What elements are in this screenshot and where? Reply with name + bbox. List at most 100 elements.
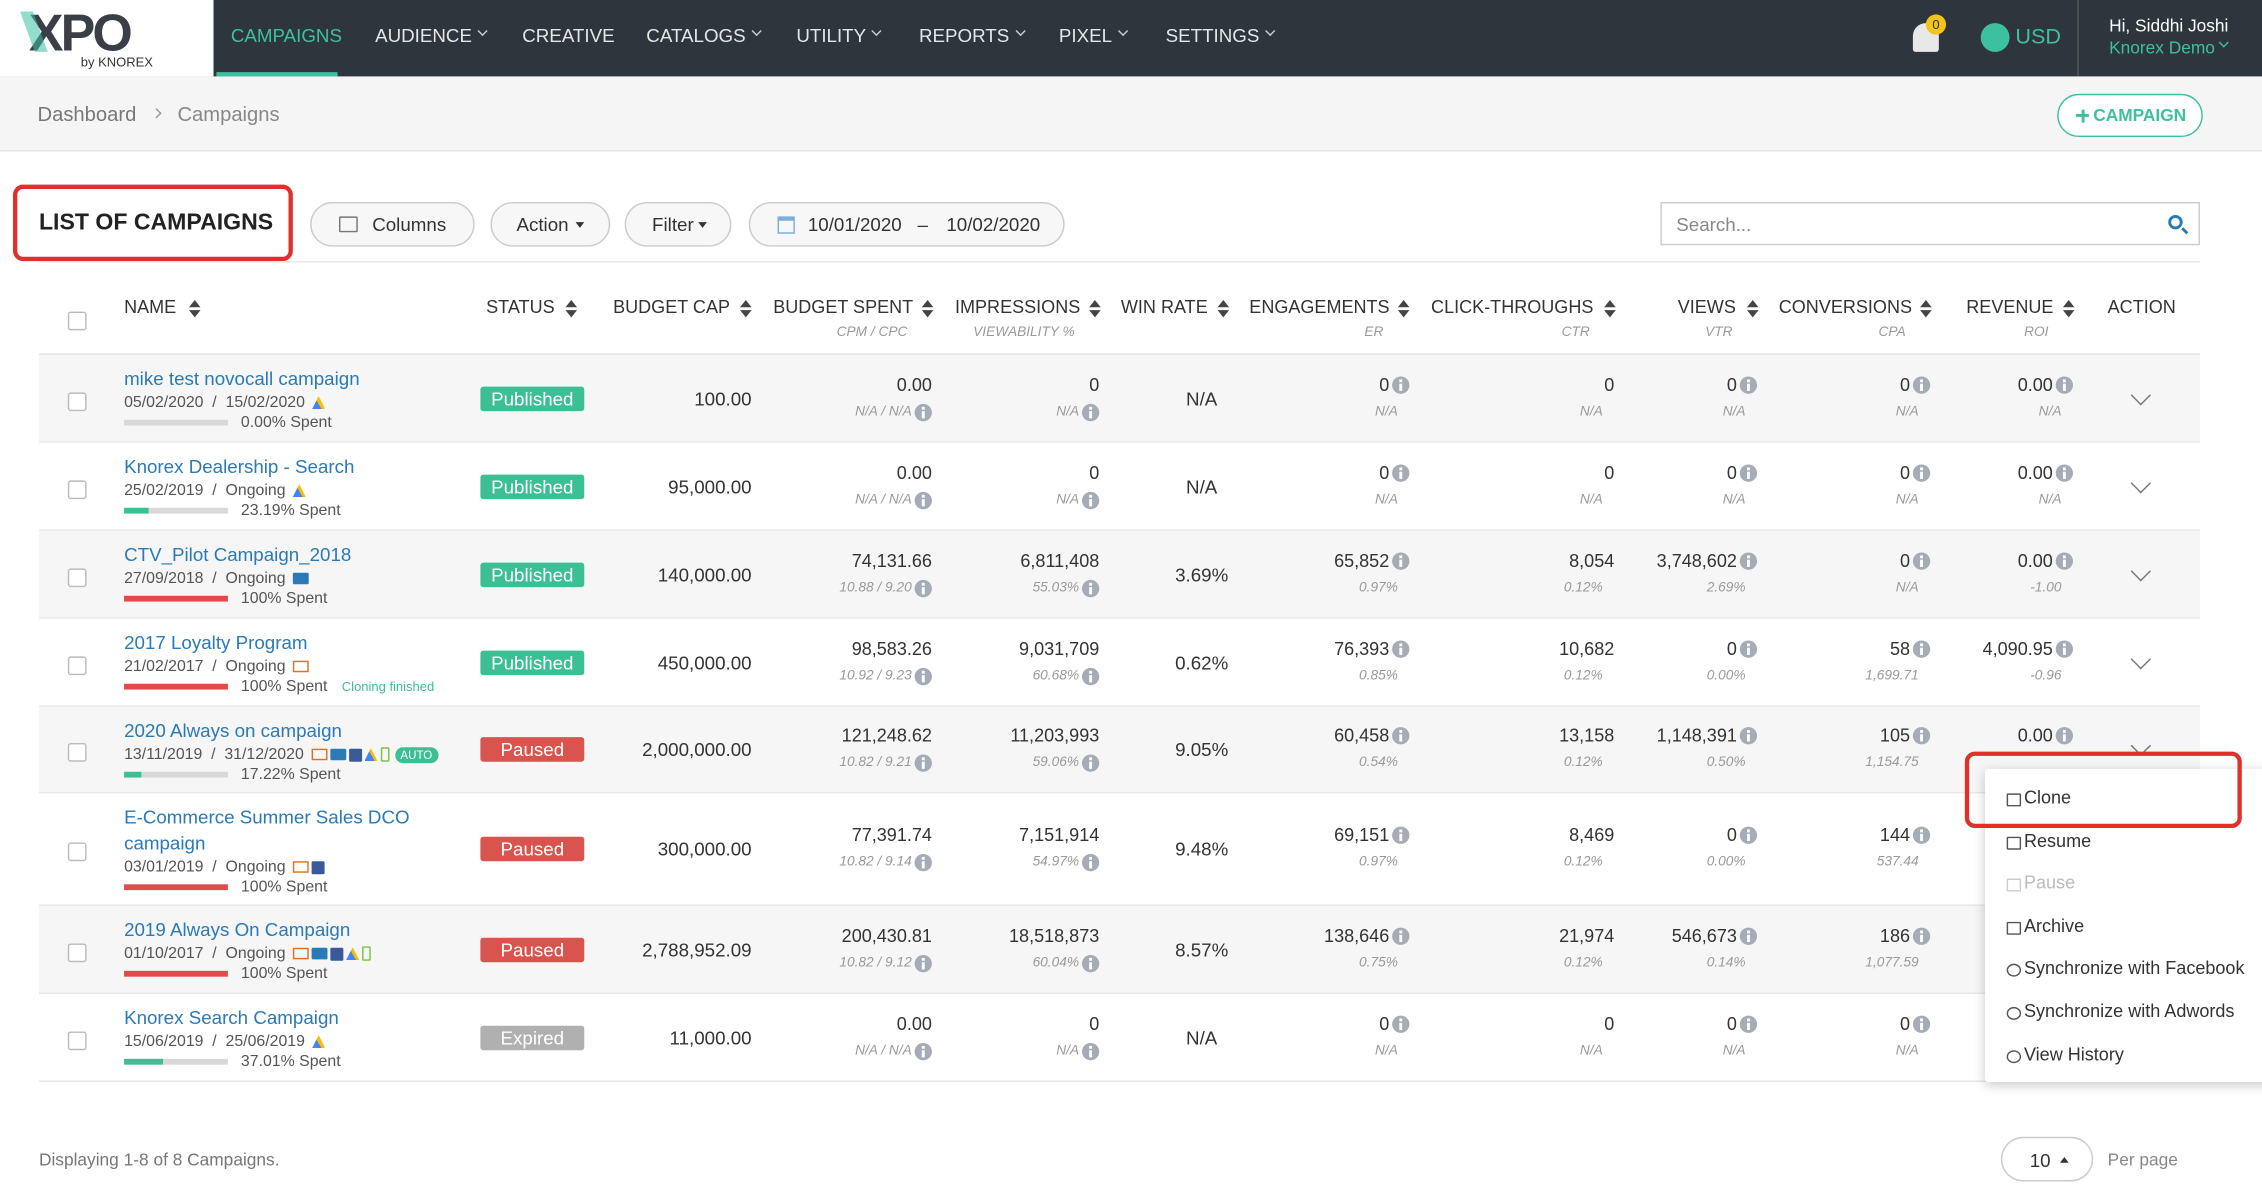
info-icon[interactable] xyxy=(2055,551,2074,570)
campaign-name[interactable]: Knorex Dealership - Search xyxy=(124,455,355,478)
campaign-name[interactable]: E-Commerce Summer Sales DCO campaign xyxy=(124,806,410,855)
action-button[interactable]: Action xyxy=(490,201,611,247)
info-icon[interactable] xyxy=(1739,826,1758,844)
column-header[interactable]: IMPRESSIONS xyxy=(955,297,1081,318)
info-icon[interactable] xyxy=(1081,754,1100,772)
campaign-name[interactable]: CTV_Pilot Campaign_2018 xyxy=(124,543,352,566)
sort-icon[interactable] xyxy=(1604,300,1616,318)
column-header[interactable]: BUDGET SPENT xyxy=(773,297,914,318)
currency[interactable]: USD xyxy=(2015,24,2062,50)
campaign-name[interactable]: 2020 Always on campaign xyxy=(124,719,342,742)
campaign-name[interactable]: 2019 Always On Campaign xyxy=(124,918,351,941)
info-icon[interactable] xyxy=(1739,926,1758,945)
column-header[interactable]: REVENUE xyxy=(1966,297,2054,318)
sort-icon[interactable] xyxy=(1217,300,1230,318)
info-icon[interactable] xyxy=(1739,375,1758,394)
row-checkbox[interactable] xyxy=(67,1030,87,1050)
breadcrumb-item[interactable]: Dashboard xyxy=(37,102,137,126)
info-icon[interactable] xyxy=(1912,1014,1931,1033)
column-header[interactable]: VIEWS xyxy=(1677,297,1736,318)
columns-button[interactable]: Columns xyxy=(310,201,475,247)
info-icon[interactable] xyxy=(914,1042,932,1060)
row-checkbox[interactable] xyxy=(67,391,87,411)
info-icon[interactable] xyxy=(1739,1014,1758,1033)
info-icon[interactable] xyxy=(914,491,932,509)
nav-item[interactable]: AUDIENCE xyxy=(375,24,473,47)
info-icon[interactable] xyxy=(1392,375,1410,394)
info-icon[interactable] xyxy=(1081,667,1100,685)
menu-item[interactable]: Resume xyxy=(2023,830,2092,851)
column-header[interactable]: WIN RATE xyxy=(1120,297,1208,318)
date-range[interactable]: 10/01/2020–10/02/2020 xyxy=(748,201,1065,247)
info-icon[interactable] xyxy=(1392,826,1410,844)
info-icon[interactable] xyxy=(1912,375,1931,394)
info-icon[interactable] xyxy=(1912,639,1931,658)
menu-item[interactable]: Clone xyxy=(2023,787,2072,808)
search-box[interactable]: Search... xyxy=(1660,201,2200,246)
info-icon[interactable] xyxy=(1392,463,1410,482)
info-icon[interactable] xyxy=(2055,727,2074,745)
sort-icon[interactable] xyxy=(740,300,752,318)
info-icon[interactable] xyxy=(914,854,932,872)
campaign-name[interactable]: Knorex Search Campaign xyxy=(124,1006,339,1029)
info-icon[interactable] xyxy=(1392,551,1410,570)
row-checkbox[interactable] xyxy=(67,655,87,675)
row-checkbox[interactable] xyxy=(67,479,87,499)
sort-icon[interactable] xyxy=(1397,300,1410,318)
info-icon[interactable] xyxy=(1739,463,1758,482)
row-checkbox[interactable] xyxy=(67,567,87,587)
row-checkbox[interactable] xyxy=(67,742,87,762)
column-header[interactable]: NAME xyxy=(124,297,177,318)
info-icon[interactable] xyxy=(914,954,932,972)
nav-item[interactable]: SETTINGS xyxy=(1165,24,1260,47)
sort-icon[interactable] xyxy=(565,300,578,318)
info-icon[interactable] xyxy=(2055,375,2074,394)
info-icon[interactable] xyxy=(1081,854,1100,872)
info-icon[interactable] xyxy=(1912,926,1931,945)
menu-item[interactable]: Archive xyxy=(2023,915,2085,936)
campaign-name[interactable]: 2017 Loyalty Program xyxy=(124,631,308,654)
select-all-checkbox[interactable] xyxy=(67,311,87,331)
info-icon[interactable] xyxy=(1392,1014,1410,1033)
info-icon[interactable] xyxy=(1081,491,1100,509)
nav-item[interactable]: CREATIVE xyxy=(522,24,615,47)
info-icon[interactable] xyxy=(914,403,932,421)
account[interactable]: Knorex Demo xyxy=(2109,37,2215,58)
info-icon[interactable] xyxy=(1392,926,1410,945)
nav-item[interactable]: CAMPAIGNS xyxy=(230,24,342,47)
info-icon[interactable] xyxy=(1081,1042,1100,1060)
sort-icon[interactable] xyxy=(1746,300,1759,318)
info-icon[interactable] xyxy=(914,754,932,772)
info-icon[interactable] xyxy=(914,667,932,685)
info-icon[interactable] xyxy=(2055,463,2074,482)
info-icon[interactable] xyxy=(1912,463,1931,482)
nav-item[interactable]: UTILITY xyxy=(796,24,867,47)
column-header[interactable]: STATUS xyxy=(486,297,555,318)
info-icon[interactable] xyxy=(1739,551,1758,570)
per-page-select[interactable]: 10 xyxy=(2000,1136,2094,1182)
info-icon[interactable] xyxy=(1081,954,1100,972)
sort-icon[interactable] xyxy=(188,300,201,318)
info-icon[interactable] xyxy=(1392,727,1410,745)
info-icon[interactable] xyxy=(1739,639,1758,658)
nav-item[interactable]: PIXEL xyxy=(1058,24,1113,47)
info-icon[interactable] xyxy=(1392,639,1410,658)
info-icon[interactable] xyxy=(914,579,932,597)
column-header[interactable]: ENGAGEMENTS xyxy=(1249,297,1390,318)
menu-item[interactable]: Synchronize with Facebook xyxy=(2023,958,2245,979)
info-icon[interactable] xyxy=(1912,826,1931,844)
campaign-name[interactable]: mike test novocall campaign xyxy=(124,367,360,390)
info-icon[interactable] xyxy=(2055,639,2074,658)
row-checkbox[interactable] xyxy=(67,842,87,862)
column-header[interactable]: BUDGET CAP xyxy=(613,297,731,318)
info-icon[interactable] xyxy=(1739,727,1758,745)
nav-item[interactable]: REPORTS xyxy=(918,24,1010,47)
info-icon[interactable] xyxy=(1081,403,1100,421)
menu-item[interactable]: View History xyxy=(2023,1043,2124,1065)
row-checkbox[interactable] xyxy=(67,942,87,962)
sort-icon[interactable] xyxy=(2062,300,2075,318)
nav-item[interactable]: CATALOGS xyxy=(646,24,746,47)
info-icon[interactable] xyxy=(1081,579,1100,597)
sort-icon[interactable] xyxy=(1089,300,1101,318)
column-header[interactable]: CONVERSIONS xyxy=(1778,297,1913,318)
